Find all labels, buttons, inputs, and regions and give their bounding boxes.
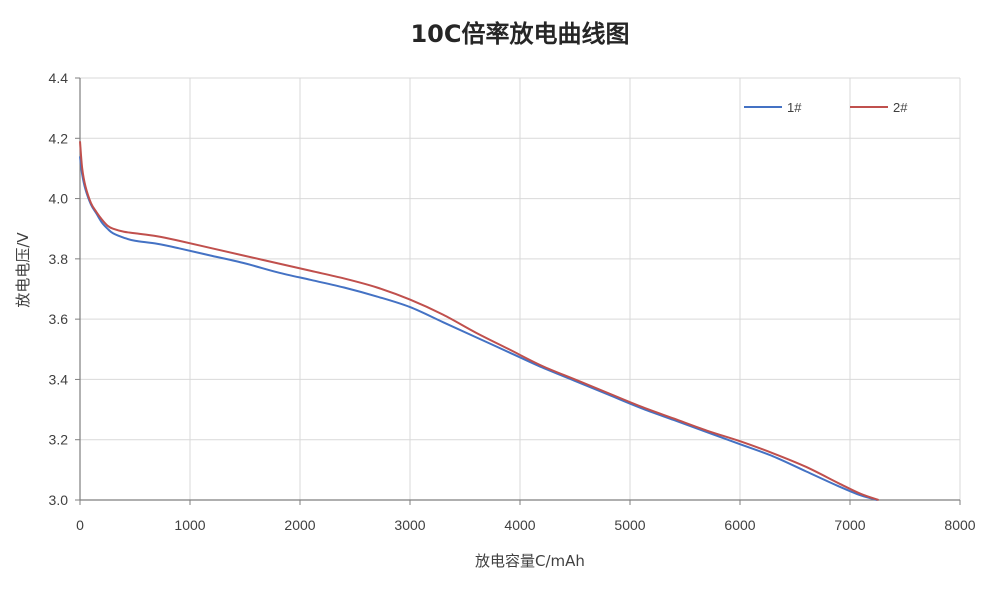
x-axis-title: 放电容量C/mAh	[475, 552, 585, 570]
x-tick-label: 4000	[504, 517, 535, 533]
x-tick-label: 1000	[174, 517, 205, 533]
y-tick-label: 4.2	[49, 130, 69, 146]
x-tick-label: 7000	[834, 517, 865, 533]
y-axis-title: 放电电压/V	[14, 232, 32, 308]
legend-label-2: 2#	[893, 100, 908, 115]
y-tick-label: 3.0	[49, 492, 69, 508]
x-tick-label: 6000	[724, 517, 755, 533]
y-tick-label: 3.8	[49, 251, 69, 267]
legend: 1# 2#	[744, 100, 908, 115]
y-tick-label: 3.4	[49, 371, 69, 387]
gridlines	[79, 77, 961, 501]
tick-labels: 0 1000 2000 3000 4000 5000 6000 7000 8000 3.0 3.2 3…	[49, 70, 976, 533]
x-tick-label: 2000	[284, 517, 315, 533]
x-tick-label: 5000	[614, 517, 645, 533]
y-tick-label: 4.0	[49, 191, 69, 207]
series-lines	[79, 141, 879, 501]
y-tick-label: 3.2	[49, 432, 69, 448]
x-tick-label: 8000	[944, 517, 975, 533]
x-tick-label: 0	[76, 517, 84, 533]
legend-label-1: 1#	[787, 100, 802, 115]
series-line-1	[79, 156, 878, 501]
y-tick-label: 3.6	[49, 311, 69, 327]
x-tick-label: 3000	[394, 517, 425, 533]
chart-title: 10C倍率放电曲线图	[410, 20, 629, 48]
y-tick-label: 4.4	[49, 70, 69, 86]
series-line-2	[79, 141, 879, 501]
axes	[75, 77, 961, 505]
